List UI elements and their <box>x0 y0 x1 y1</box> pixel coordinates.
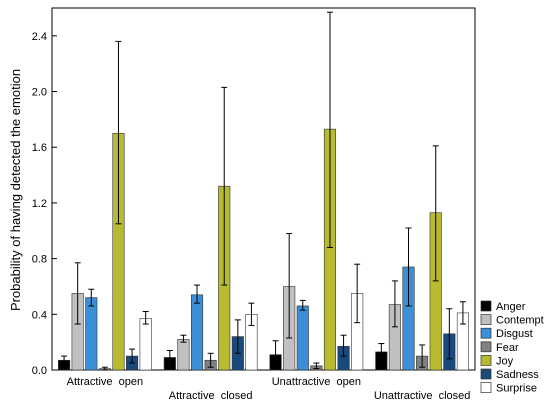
y-tick-label: 1.2 <box>32 198 47 210</box>
plot-border <box>51 7 476 371</box>
x-axis-labels: Attractive open Attractive closed Unattrac… <box>67 376 471 402</box>
plot-frame <box>51 7 476 371</box>
legend-label: Joy <box>496 355 514 367</box>
legend-label: Contempt <box>496 315 544 327</box>
y-tick-label: 0.4 <box>32 309 47 321</box>
y-tick-label: 0.8 <box>32 254 47 266</box>
y-axis-label: Probability of having detected the emoti… <box>8 69 23 311</box>
legend-label: Disgust <box>496 328 533 340</box>
bar <box>85 297 98 371</box>
legend-swatch <box>480 300 492 312</box>
y-tick-label: 0.0 <box>32 365 47 377</box>
bar <box>139 318 152 371</box>
legend-swatch <box>480 314 492 325</box>
legend-swatch <box>480 382 492 393</box>
x-tick-label: Unattractive open <box>272 376 361 388</box>
x-tick-label: Attractive open <box>67 376 143 388</box>
bars <box>58 128 469 371</box>
legend-label: Sadness <box>496 369 539 381</box>
bar <box>190 294 204 371</box>
legend-swatch <box>480 341 492 353</box>
bar <box>296 305 309 371</box>
y-axis: 0.0 0.4 0.8 1.2 1.6 2.0 2.4 <box>32 31 57 377</box>
x-tick-label: Attractive closed <box>169 390 253 402</box>
x-tick-label: Unattractive closed <box>374 390 471 402</box>
y-tick-label: 2.0 <box>32 87 47 99</box>
y-tick-label: 1.6 <box>32 142 47 154</box>
legend-label: Fear <box>496 342 519 354</box>
legend-label: Anger <box>496 301 526 313</box>
error-bars <box>61 11 466 371</box>
bar <box>177 339 190 371</box>
legend-label: Surprise <box>496 383 537 395</box>
legend-swatch <box>480 368 492 380</box>
legend-swatch <box>480 355 492 366</box>
y-tick-label: 2.4 <box>32 31 47 43</box>
legend-swatch <box>480 327 492 339</box>
